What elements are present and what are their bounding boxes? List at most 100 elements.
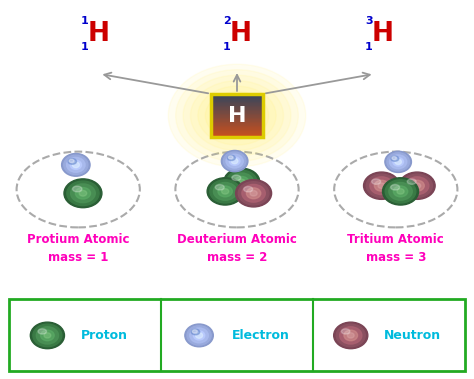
Ellipse shape xyxy=(190,328,208,343)
Bar xyxy=(213,100,261,101)
Ellipse shape xyxy=(390,155,407,169)
Ellipse shape xyxy=(62,153,90,176)
Ellipse shape xyxy=(230,173,254,191)
Ellipse shape xyxy=(405,177,429,194)
Ellipse shape xyxy=(221,150,248,172)
Ellipse shape xyxy=(220,103,254,128)
Ellipse shape xyxy=(44,333,51,338)
Text: Electron: Electron xyxy=(232,329,290,342)
Ellipse shape xyxy=(41,330,54,341)
Text: Proton: Proton xyxy=(81,329,128,342)
Bar xyxy=(213,105,261,106)
Ellipse shape xyxy=(207,178,243,205)
Bar xyxy=(213,133,261,134)
Text: H: H xyxy=(372,21,394,47)
Ellipse shape xyxy=(393,186,408,197)
Bar xyxy=(213,116,261,117)
Ellipse shape xyxy=(387,153,410,171)
Bar xyxy=(213,128,261,129)
Ellipse shape xyxy=(205,92,269,139)
Ellipse shape xyxy=(366,174,397,197)
Ellipse shape xyxy=(370,177,393,194)
Ellipse shape xyxy=(195,333,202,338)
Bar xyxy=(213,114,261,116)
Bar xyxy=(213,104,261,105)
Ellipse shape xyxy=(193,331,205,340)
Ellipse shape xyxy=(231,158,238,164)
Bar xyxy=(213,129,261,130)
Ellipse shape xyxy=(392,157,396,160)
Bar xyxy=(213,113,261,114)
Ellipse shape xyxy=(72,162,80,168)
Ellipse shape xyxy=(413,183,421,188)
Ellipse shape xyxy=(383,178,419,205)
Bar xyxy=(213,122,261,124)
Text: Deuterium Atomic
mass = 2: Deuterium Atomic mass = 2 xyxy=(177,233,297,264)
Text: 1: 1 xyxy=(365,42,373,52)
Ellipse shape xyxy=(66,158,85,172)
Bar xyxy=(213,121,261,122)
Ellipse shape xyxy=(198,86,276,145)
Ellipse shape xyxy=(30,322,64,349)
Text: 3: 3 xyxy=(365,16,373,26)
Ellipse shape xyxy=(393,158,403,166)
Ellipse shape xyxy=(33,324,62,347)
Ellipse shape xyxy=(213,97,261,134)
Text: 2: 2 xyxy=(223,16,230,26)
Ellipse shape xyxy=(364,172,400,199)
Bar xyxy=(213,109,261,110)
Ellipse shape xyxy=(407,179,416,184)
Ellipse shape xyxy=(242,185,265,202)
Bar xyxy=(213,120,261,121)
Ellipse shape xyxy=(221,189,229,194)
Text: H: H xyxy=(228,106,246,125)
Ellipse shape xyxy=(391,185,400,190)
Ellipse shape xyxy=(228,156,233,159)
Ellipse shape xyxy=(75,188,91,199)
Ellipse shape xyxy=(236,180,272,207)
Ellipse shape xyxy=(226,154,243,168)
Bar xyxy=(213,97,261,99)
Text: Protium Atomic
mass = 1: Protium Atomic mass = 1 xyxy=(27,233,129,264)
Ellipse shape xyxy=(210,180,240,203)
Ellipse shape xyxy=(64,179,102,208)
Ellipse shape xyxy=(344,330,357,341)
Ellipse shape xyxy=(250,191,257,196)
Ellipse shape xyxy=(238,182,269,205)
Ellipse shape xyxy=(218,186,232,197)
Text: Tritium Atomic
mass = 3: Tritium Atomic mass = 3 xyxy=(347,233,444,264)
Bar xyxy=(9,299,465,371)
Ellipse shape xyxy=(185,324,213,347)
Bar xyxy=(213,110,261,111)
Bar xyxy=(213,99,261,100)
Ellipse shape xyxy=(213,183,237,200)
Ellipse shape xyxy=(64,155,88,174)
Ellipse shape xyxy=(227,170,257,194)
Ellipse shape xyxy=(378,183,385,188)
Ellipse shape xyxy=(229,157,240,165)
Bar xyxy=(211,94,263,137)
Ellipse shape xyxy=(385,180,416,203)
Bar xyxy=(213,126,261,127)
Ellipse shape xyxy=(385,151,411,172)
Ellipse shape xyxy=(224,168,260,196)
Bar xyxy=(213,118,261,120)
Bar xyxy=(213,112,261,113)
Bar xyxy=(213,130,261,132)
Text: H: H xyxy=(230,21,252,47)
Ellipse shape xyxy=(67,181,99,205)
Ellipse shape xyxy=(38,329,46,334)
Ellipse shape xyxy=(395,159,401,164)
Ellipse shape xyxy=(347,333,354,338)
Bar xyxy=(213,117,261,118)
Bar xyxy=(213,96,261,97)
Bar xyxy=(213,102,261,104)
Text: 1: 1 xyxy=(81,16,88,26)
Ellipse shape xyxy=(336,324,365,347)
Ellipse shape xyxy=(372,179,381,184)
Ellipse shape xyxy=(168,64,306,167)
Ellipse shape xyxy=(215,185,224,190)
Bar xyxy=(213,108,261,109)
Ellipse shape xyxy=(223,152,246,170)
Ellipse shape xyxy=(389,183,412,200)
